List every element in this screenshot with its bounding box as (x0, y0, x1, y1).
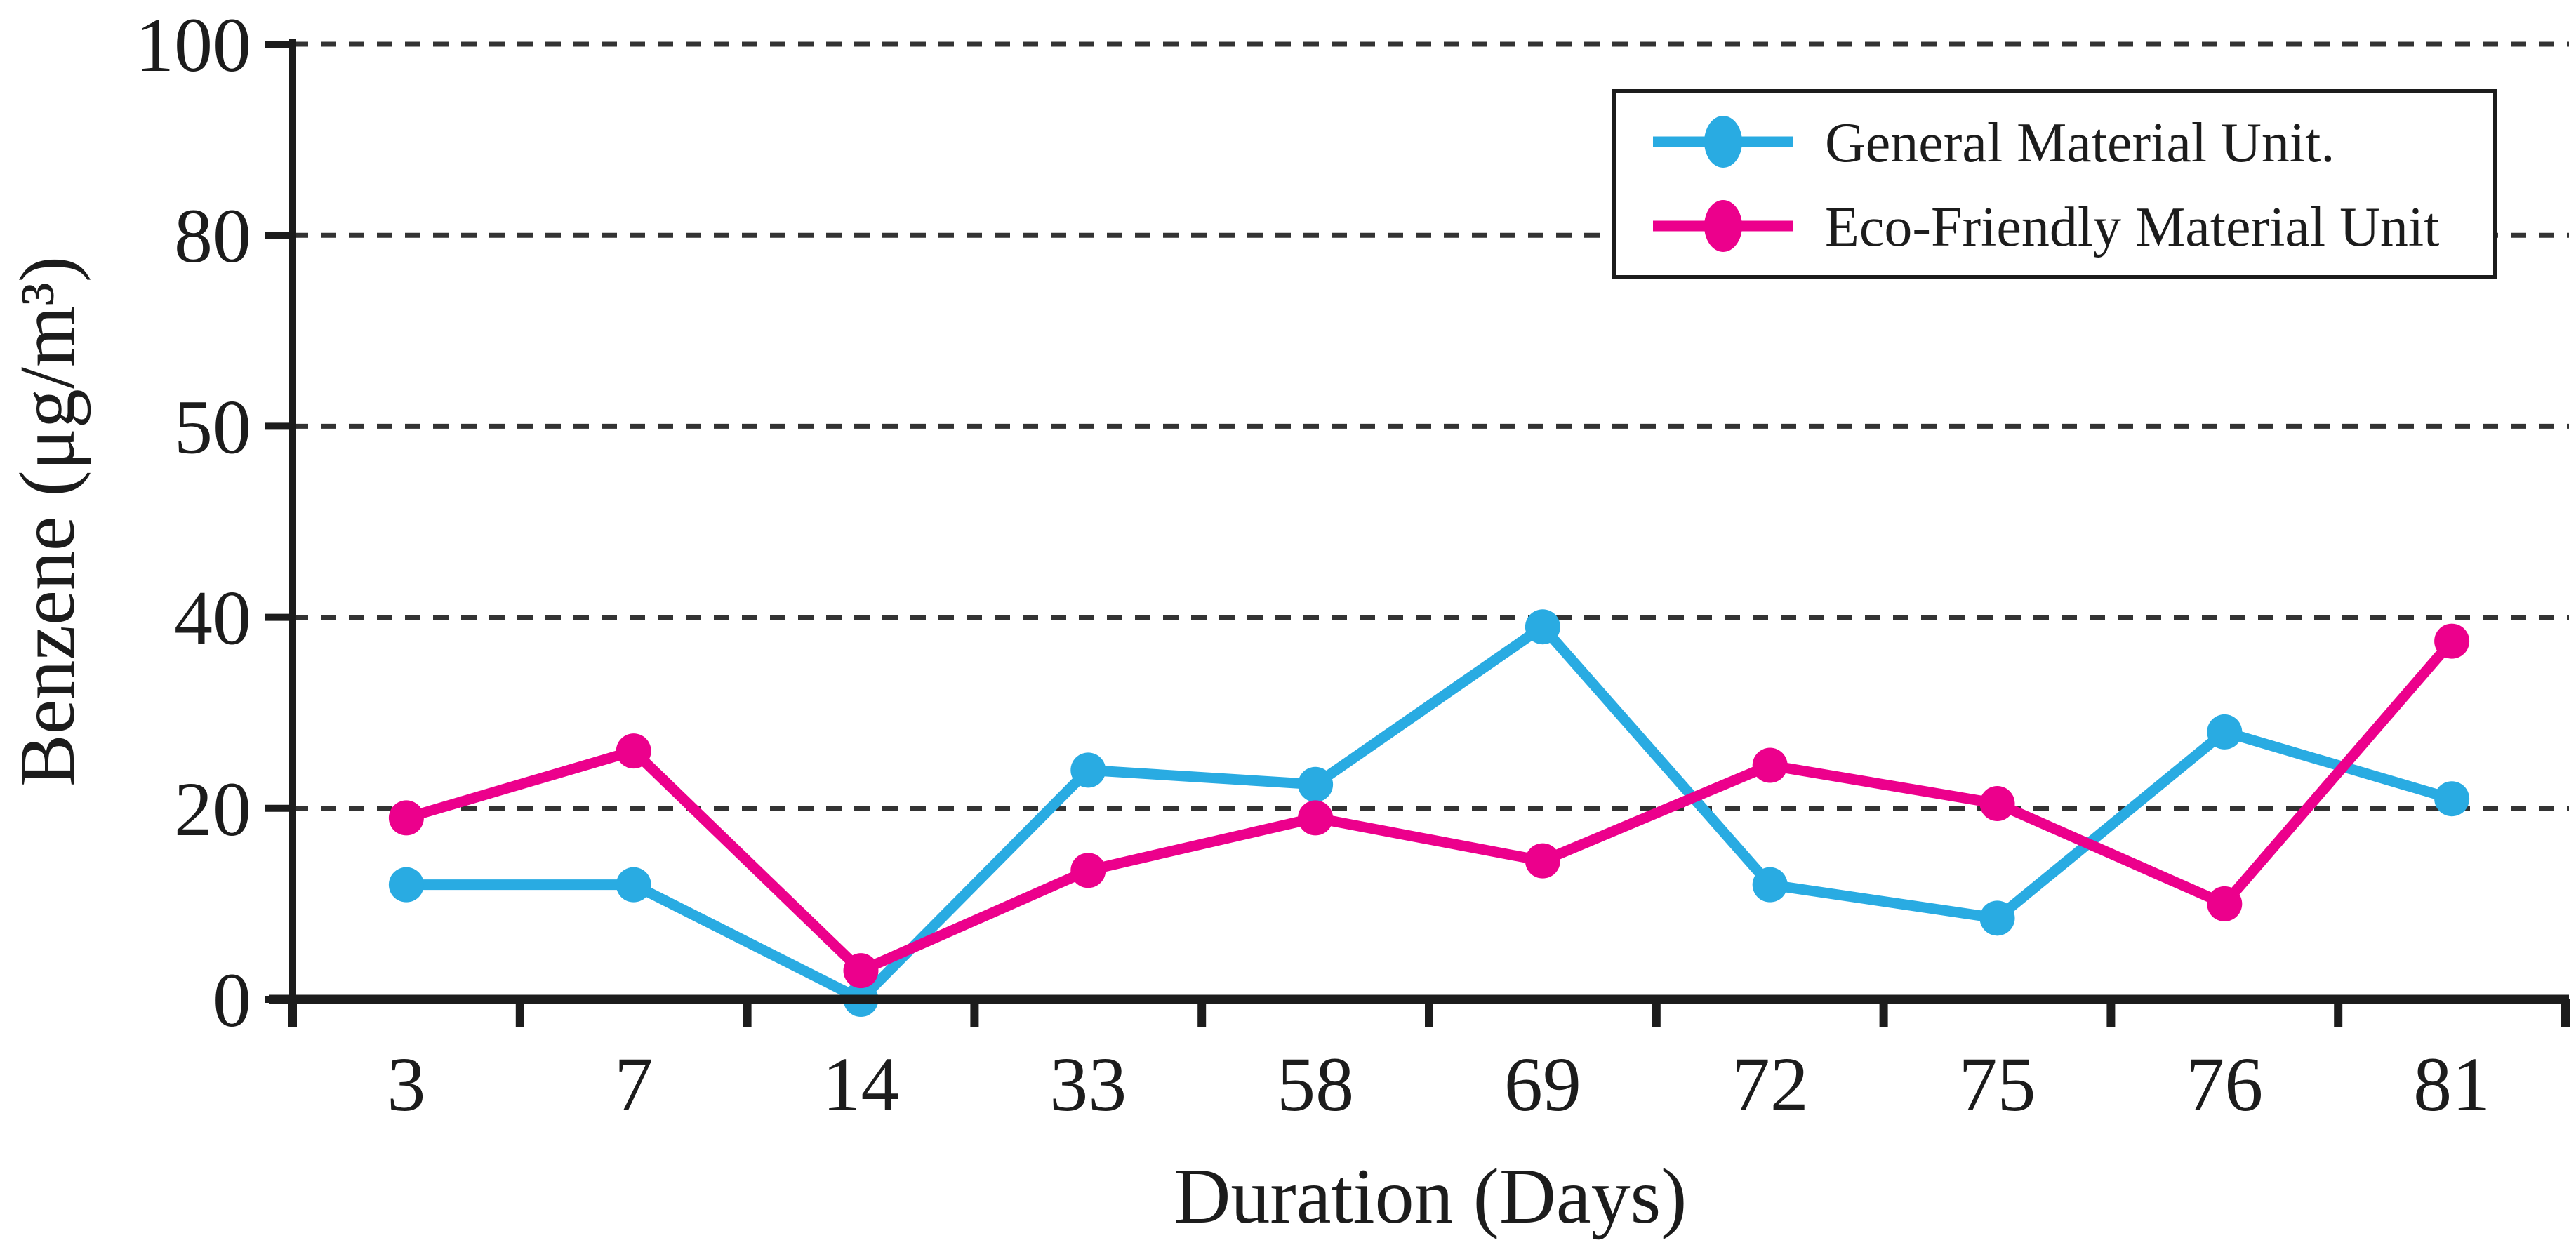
x-tick-label-75: 75 (1959, 1041, 2036, 1127)
data-point-eco-friendly-material-unit-day-75 (1979, 785, 2015, 821)
legend-entry-0: General Material Unit. (1653, 112, 2335, 174)
series-line-eco-friendly-material-unit (401, 636, 2457, 976)
x-tick-label-69: 69 (1504, 1041, 1581, 1127)
data-point-eco-friendly-material-unit-day-14 (843, 953, 879, 989)
x-tick-label-7: 7 (614, 1041, 653, 1127)
data-point-eco-friendly-material-unit-day-58 (1298, 800, 1334, 836)
gridlines-group (293, 41, 2569, 811)
ticks-group (265, 41, 2570, 1027)
legend: General Material Unit. Eco-Friendly Mater… (1612, 89, 2497, 279)
axes-group (269, 39, 2569, 1004)
data-point-general-material-unit-day-7 (616, 867, 651, 903)
series-line-general-material-unit (401, 621, 2457, 1005)
y-tick-label-20: 20 (174, 766, 251, 852)
data-point-general-material-unit-day-33 (1070, 752, 1106, 788)
y-tick-label-100: 100 (135, 2, 251, 88)
data-point-eco-friendly-material-unit-day-76 (2207, 886, 2243, 921)
legend-box (1612, 89, 2497, 279)
y-tick-label-50: 50 (174, 384, 251, 470)
data-point-general-material-unit-day-75 (1979, 900, 2015, 936)
data-point-general-material-unit-day-58 (1298, 766, 1334, 802)
x-tick-label-72: 72 (1732, 1041, 1809, 1127)
data-point-eco-friendly-material-unit-day-3 (388, 800, 424, 836)
legend-label-0: General Material Unit. (1825, 112, 2335, 174)
x-tick-label-76: 76 (2186, 1041, 2263, 1127)
legend-entry-1: Eco-Friendly Material Unit (1653, 197, 2439, 258)
x-axis-title: Duration (Days) (1174, 1153, 1687, 1240)
x-tick-label-58: 58 (1277, 1041, 1354, 1127)
x-tick-label-3: 3 (387, 1041, 425, 1127)
legend-marker-0 (1704, 116, 1742, 168)
data-point-eco-friendly-material-unit-day-72 (1752, 747, 1788, 783)
data-point-eco-friendly-material-unit-day-33 (1070, 853, 1106, 888)
x-tick-label-81: 81 (2413, 1041, 2490, 1127)
y-tick-label-40: 40 (174, 575, 251, 661)
legend-label-1: Eco-Friendly Material Unit (1825, 197, 2439, 258)
data-point-eco-friendly-material-unit-day-81 (2434, 623, 2470, 659)
series-eco-friendly-material-unit (388, 623, 2470, 989)
data-point-general-material-unit-day-72 (1752, 867, 1788, 903)
y-axis-title: Benzene (μg/m³) (4, 256, 91, 787)
x-tick-label-33: 33 (1049, 1041, 1127, 1127)
data-point-general-material-unit-day-76 (2207, 714, 2243, 750)
legend-marker-1 (1704, 200, 1742, 252)
data-point-general-material-unit-day-69 (1525, 609, 1560, 645)
series-group (388, 609, 2470, 1017)
y-tick-label-0: 0 (213, 957, 251, 1043)
data-point-eco-friendly-material-unit-day-69 (1525, 843, 1560, 879)
data-point-general-material-unit-day-81 (2434, 781, 2470, 817)
series-general-material-unit (388, 609, 2470, 1017)
y-tick-label-80: 80 (174, 193, 251, 279)
data-point-general-material-unit-day-3 (388, 867, 424, 903)
tick-labels-group: 0 20 40 50 80 100 3 7 14 33 58 69 72 75 76 81 (135, 2, 2490, 1127)
x-tick-label-14: 14 (823, 1041, 900, 1127)
data-point-eco-friendly-material-unit-day-7 (616, 733, 651, 769)
